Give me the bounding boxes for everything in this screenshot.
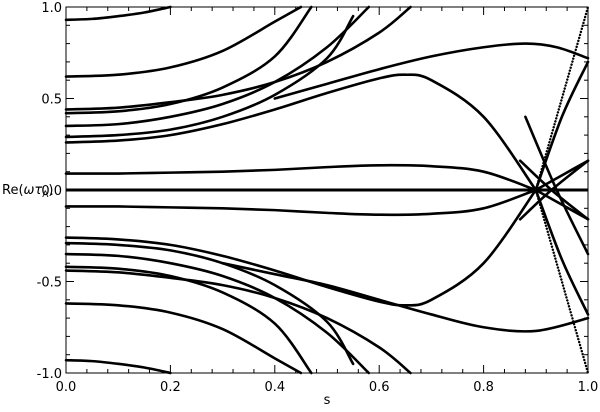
x-tick-label: 0.8 [473, 380, 494, 395]
series-curve-3 [64, 73, 538, 192]
plot-frame [65, 6, 589, 374]
x-tick-labels: 0.0 0.2 0.4 0.6 0.8 1.0 [56, 380, 599, 395]
x-axis-title: s [324, 393, 331, 408]
series-curve-4 [64, 188, 538, 307]
series-curve-22 [64, 5, 412, 111]
y-tick-label: -1.0 [37, 367, 62, 382]
series-curve-23 [64, 269, 412, 375]
ticks-group [65, 6, 589, 374]
x-tick-label: 0.4 [264, 380, 285, 395]
series-curve-14 [534, 188, 590, 375]
series-curve-9 [534, 60, 590, 192]
y-tick-label: -0.5 [37, 276, 62, 291]
x-tick-label: 0.2 [160, 380, 181, 395]
series-curve-25 [64, 302, 303, 375]
y-tick-label: 1.0 [41, 1, 62, 16]
series-curve-24 [64, 5, 303, 78]
series-curve-10 [534, 188, 590, 316]
y-axis-title: Re(ωτA) [2, 183, 54, 200]
series-curve-18 [64, 5, 371, 128]
series-curve-2 [64, 188, 538, 217]
y-tick-label: 0.0 [41, 184, 62, 199]
y-tick-label: 0.5 [41, 93, 62, 108]
series-curve-13 [524, 115, 590, 256]
curves-group [64, 5, 590, 375]
y-tick-labels: -1.0 -0.5 0.0 0.5 1.0 [37, 1, 62, 382]
series-curve-6 [273, 42, 590, 100]
series-curve-16 [64, 14, 355, 139]
series-curve-19 [64, 252, 371, 375]
series-curve-15 [534, 5, 590, 192]
series-curve-26 [64, 5, 172, 22]
series-curve-17 [64, 241, 355, 366]
series-curve-12 [518, 159, 590, 221]
x-tick-label: 0.6 [369, 380, 390, 395]
x-tick-label: 1.0 [578, 380, 599, 395]
series-curve-1 [64, 163, 538, 192]
series-curve-5 [221, 261, 590, 333]
series-curve-21 [64, 265, 313, 375]
series-curve-20 [64, 5, 313, 115]
x-tick-label: 0.0 [56, 380, 77, 395]
series-curve-27 [64, 358, 172, 375]
